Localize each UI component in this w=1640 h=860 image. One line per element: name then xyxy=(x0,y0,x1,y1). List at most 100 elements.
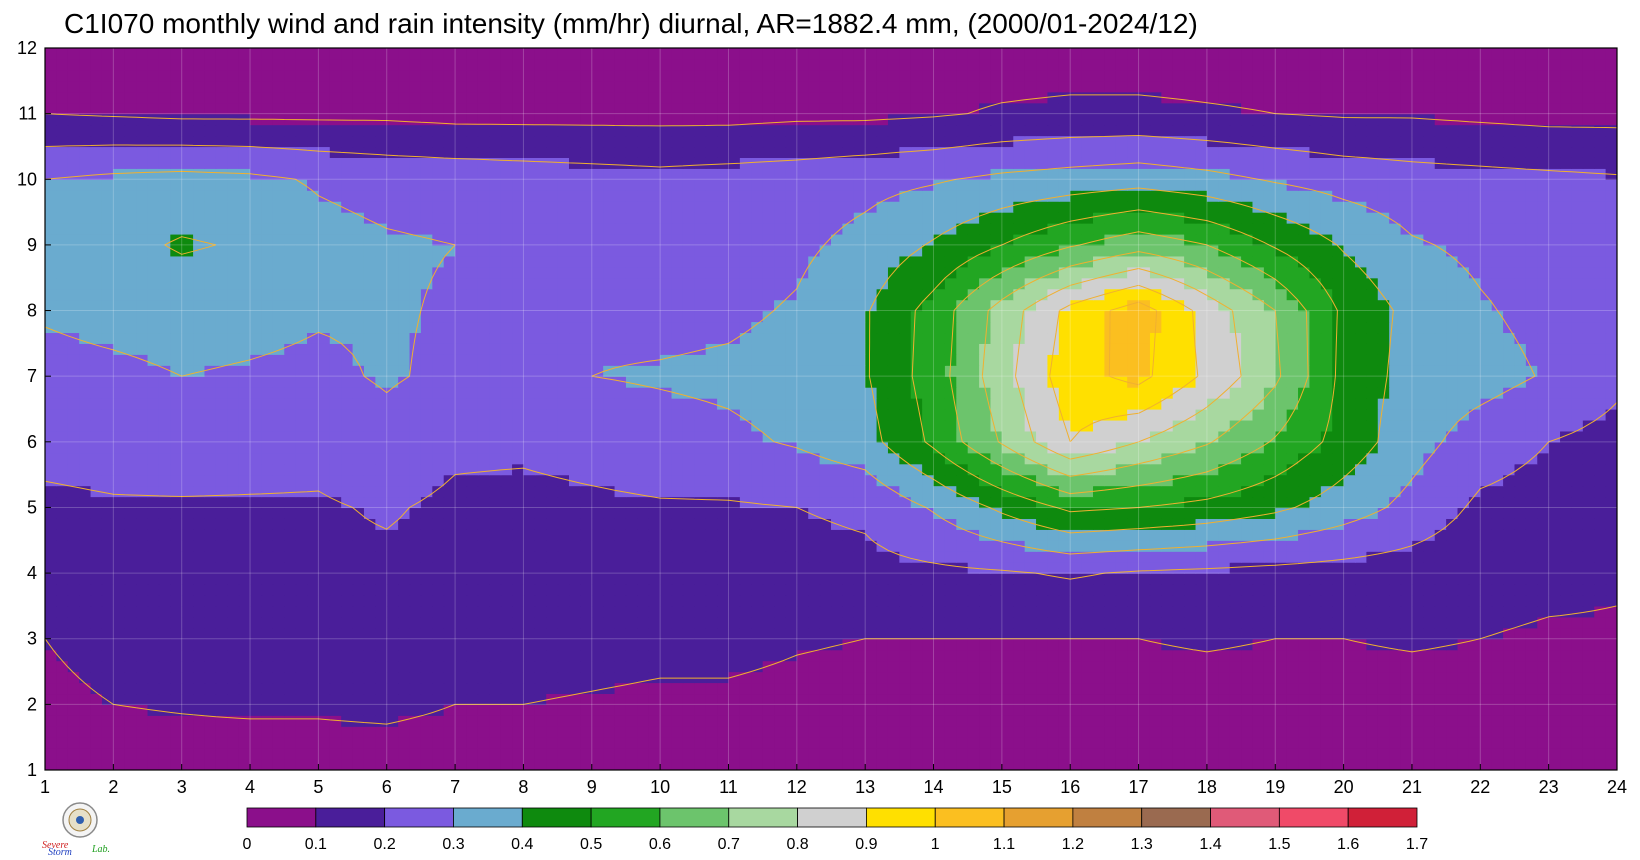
contour-cell xyxy=(363,573,376,585)
contour-cell xyxy=(124,726,137,738)
contour-cell xyxy=(876,616,889,629)
contour-cell xyxy=(1309,398,1322,410)
contour-cell xyxy=(113,409,126,421)
contour-cell xyxy=(819,376,832,388)
contour-cell xyxy=(1252,496,1265,509)
contour-cell xyxy=(1275,376,1288,388)
contour-cell xyxy=(1024,562,1037,574)
contour-cell xyxy=(1070,759,1083,770)
contour-cell xyxy=(1047,398,1060,410)
contour-cell xyxy=(56,660,69,673)
contour-cell xyxy=(1503,540,1516,552)
contour-cell xyxy=(124,507,137,519)
contour-cell xyxy=(158,540,171,552)
contour-cell xyxy=(1560,474,1573,487)
contour-cell xyxy=(56,616,69,629)
contour-cell xyxy=(614,726,627,738)
contour-cell xyxy=(1389,616,1402,629)
contour-cell xyxy=(1389,463,1402,476)
contour-cell xyxy=(603,529,616,541)
contour-cell xyxy=(67,409,80,421)
contour-cell xyxy=(90,419,103,432)
contour-cell xyxy=(1537,594,1550,607)
contour-cell xyxy=(1013,507,1026,519)
contour-cell xyxy=(1206,573,1219,585)
contour-cell xyxy=(1286,704,1299,716)
contour-cell xyxy=(250,430,263,443)
contour-cell xyxy=(363,518,376,530)
contour-cell xyxy=(682,551,695,563)
contour-cell xyxy=(181,726,194,738)
contour-cell xyxy=(1537,419,1550,432)
contour-cell xyxy=(1423,594,1436,607)
contour-cell xyxy=(1366,594,1379,607)
contour-cell xyxy=(1491,660,1504,673)
contour-cell xyxy=(660,693,673,705)
contour-cell xyxy=(534,759,547,770)
contour-cell xyxy=(1514,726,1527,738)
contour-cell xyxy=(1514,387,1527,399)
contour-cell xyxy=(1263,496,1276,509)
contour-cell xyxy=(136,573,149,585)
contour-cell xyxy=(1366,726,1379,738)
contour-cell xyxy=(853,616,866,629)
contour-cell xyxy=(1263,441,1276,454)
contour-cell xyxy=(1104,605,1117,618)
contour-cell xyxy=(546,605,559,618)
contour-cell xyxy=(739,398,752,410)
contour-cell xyxy=(1514,627,1527,640)
contour-cell xyxy=(1184,616,1197,629)
contour-cell xyxy=(1332,693,1345,705)
contour-cell xyxy=(1104,704,1117,716)
contour-cell xyxy=(1138,562,1151,574)
contour-cell xyxy=(512,715,525,727)
contour-cell xyxy=(1480,759,1493,770)
contour-cell xyxy=(728,496,741,509)
contour-cell xyxy=(990,529,1003,541)
contour-cell xyxy=(1480,518,1493,530)
contour-cell xyxy=(398,452,411,465)
contour-cell xyxy=(1286,671,1299,684)
contour-cell xyxy=(819,605,832,618)
contour-cell xyxy=(1605,693,1617,705)
contour-cell xyxy=(1058,759,1071,770)
contour-cell xyxy=(979,726,992,738)
contour-cell xyxy=(603,616,616,629)
contour-cell xyxy=(614,594,627,607)
contour-cell xyxy=(352,704,365,716)
contour-cell xyxy=(648,409,661,421)
contour-cell xyxy=(1229,616,1242,629)
contour-cell xyxy=(295,660,308,673)
contour-cell xyxy=(124,474,137,487)
contour-cell xyxy=(1548,387,1561,399)
contour-cell xyxy=(1275,387,1288,399)
contour-cell xyxy=(1218,419,1231,432)
contour-cell xyxy=(739,463,752,476)
contour-cell xyxy=(705,430,718,443)
contour-cell xyxy=(1389,737,1402,749)
contour-cell xyxy=(432,682,445,695)
contour-cell xyxy=(705,376,718,388)
contour-cell xyxy=(1036,496,1049,509)
contour-cell xyxy=(1560,419,1573,432)
contour-cell xyxy=(808,704,821,716)
contour-cell xyxy=(420,398,433,410)
contour-cell xyxy=(1104,419,1117,432)
contour-cell xyxy=(318,365,331,377)
contour-cell xyxy=(170,594,183,607)
contour-cell xyxy=(739,409,752,421)
contour-cell xyxy=(842,551,855,563)
contour-cell xyxy=(796,485,809,498)
contour-cell xyxy=(1013,430,1026,443)
contour-cell xyxy=(534,638,547,651)
contour-cell xyxy=(1411,441,1424,454)
contour-cell xyxy=(1434,507,1447,519)
contour-cell xyxy=(227,584,240,596)
contour-cell xyxy=(1480,660,1493,673)
contour-cell xyxy=(967,584,980,596)
contour-cell xyxy=(363,605,376,618)
contour-cell xyxy=(694,573,707,585)
contour-cell xyxy=(1332,704,1345,716)
contour-cell xyxy=(1411,759,1424,770)
contour-cell xyxy=(386,496,399,509)
